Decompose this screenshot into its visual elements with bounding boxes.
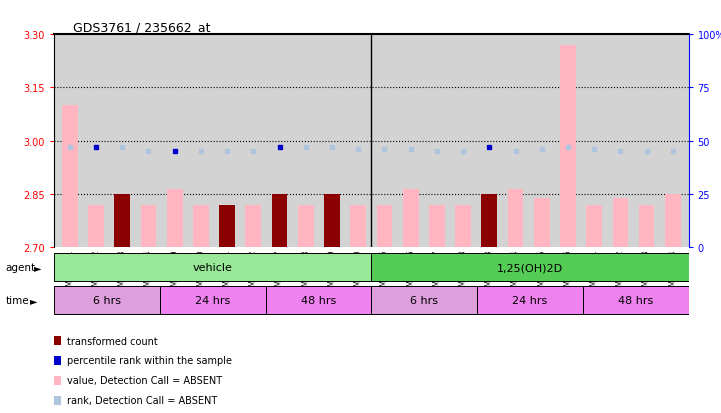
Bar bbox=[167, 189, 182, 248]
Bar bbox=[141, 205, 156, 248]
Bar bbox=[245, 205, 261, 248]
Text: transformed count: transformed count bbox=[67, 336, 158, 346]
Bar bbox=[613, 198, 628, 248]
Bar bbox=[482, 195, 497, 248]
Text: 1,25(OH)2D: 1,25(OH)2D bbox=[497, 262, 563, 273]
Bar bbox=[265, 287, 371, 314]
Bar bbox=[403, 189, 418, 248]
Text: time: time bbox=[6, 295, 30, 305]
Text: GDS3761 / 235662_at: GDS3761 / 235662_at bbox=[73, 21, 211, 34]
Text: 24 hrs: 24 hrs bbox=[195, 295, 230, 306]
Bar bbox=[160, 287, 265, 314]
Text: 48 hrs: 48 hrs bbox=[618, 295, 653, 306]
Text: rank, Detection Call = ABSENT: rank, Detection Call = ABSENT bbox=[67, 395, 217, 405]
Text: vehicle: vehicle bbox=[193, 262, 233, 273]
Bar bbox=[54, 254, 371, 281]
Bar bbox=[115, 195, 130, 248]
Bar bbox=[62, 106, 78, 248]
Bar bbox=[371, 254, 689, 281]
Text: value, Detection Call = ABSENT: value, Detection Call = ABSENT bbox=[67, 375, 222, 385]
Text: 24 hrs: 24 hrs bbox=[513, 295, 547, 306]
Bar bbox=[534, 198, 549, 248]
Bar bbox=[371, 287, 477, 314]
Bar bbox=[429, 205, 445, 248]
Bar bbox=[272, 195, 288, 248]
Bar bbox=[376, 205, 392, 248]
Text: 6 hrs: 6 hrs bbox=[93, 295, 121, 306]
Bar bbox=[583, 287, 689, 314]
Bar bbox=[586, 205, 602, 248]
Bar bbox=[54, 287, 160, 314]
Bar bbox=[324, 195, 340, 248]
Text: percentile rank within the sample: percentile rank within the sample bbox=[67, 356, 232, 366]
Bar bbox=[350, 205, 366, 248]
Bar bbox=[508, 189, 523, 248]
Text: ►: ► bbox=[34, 262, 41, 272]
Text: ►: ► bbox=[30, 295, 37, 305]
Text: 48 hrs: 48 hrs bbox=[301, 295, 336, 306]
Bar bbox=[477, 287, 583, 314]
Bar bbox=[219, 205, 235, 248]
Bar bbox=[455, 205, 471, 248]
Bar bbox=[298, 205, 314, 248]
Text: agent: agent bbox=[6, 262, 36, 272]
Bar bbox=[665, 195, 681, 248]
Bar bbox=[639, 205, 655, 248]
Bar bbox=[560, 46, 576, 248]
Text: 6 hrs: 6 hrs bbox=[410, 295, 438, 306]
Bar bbox=[88, 205, 104, 248]
Bar bbox=[193, 205, 209, 248]
